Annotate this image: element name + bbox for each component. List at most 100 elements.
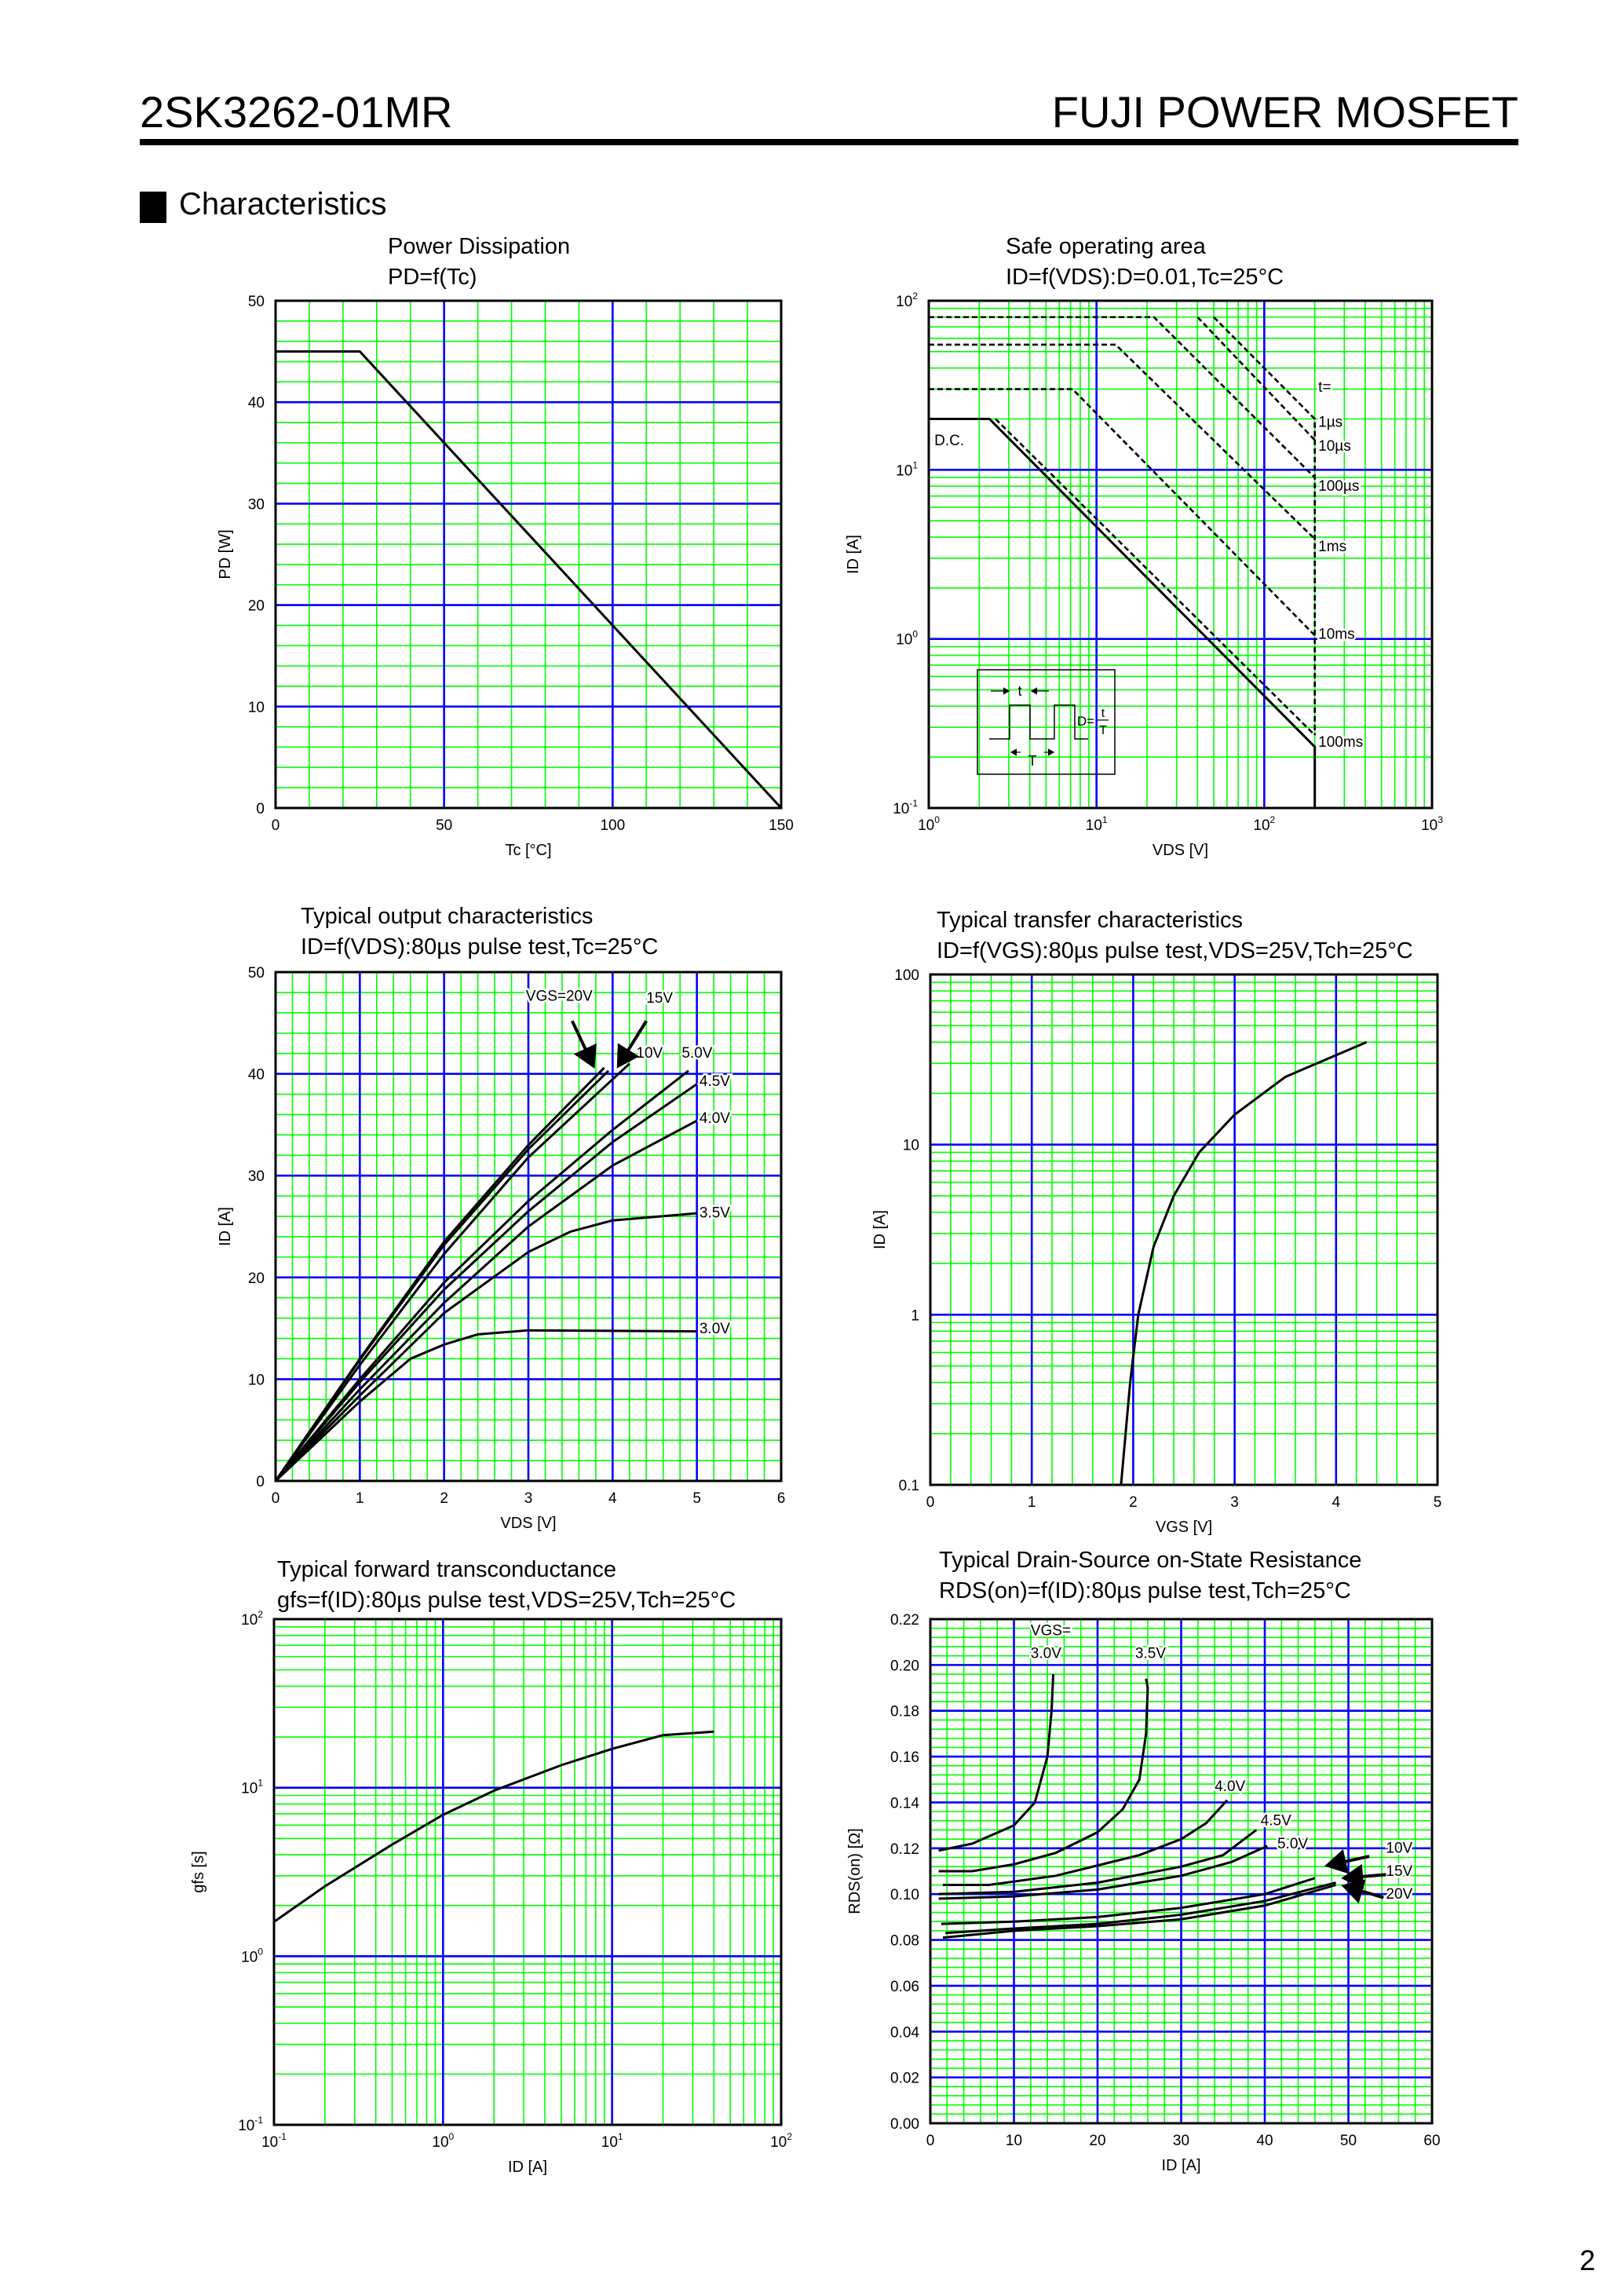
curve-label: 100µs bbox=[1318, 478, 1359, 495]
curve-label: t= bbox=[1318, 379, 1331, 396]
tick-label: 10-1 bbox=[261, 2131, 287, 2151]
x-axis-label: Tc [°C] bbox=[505, 842, 551, 859]
tick-label: 1 bbox=[356, 1490, 364, 1507]
tick-label: 2 bbox=[440, 1490, 448, 1507]
chart-subtitle: ID=f(VDS):80µs pulse test,Tc=25°C bbox=[301, 934, 659, 960]
curve-label: 5.0V bbox=[681, 1045, 712, 1062]
series-line-100ms bbox=[995, 418, 1316, 737]
series-line-15V bbox=[274, 1069, 610, 1482]
plot-frame bbox=[272, 1618, 783, 2126]
tick-label: 40 bbox=[248, 1067, 265, 1084]
series-line bbox=[1120, 1040, 1368, 1486]
chart-subtitle: ID=f(VGS):80µs pulse test,VDS=25V,Tch=25… bbox=[937, 938, 1413, 963]
series-line-5.0V bbox=[274, 1069, 689, 1482]
chart-title: Typical transfer characteristics bbox=[937, 908, 1244, 933]
y-axis-label: ID [A] bbox=[845, 535, 862, 574]
pointer-arrow bbox=[1324, 1848, 1370, 1874]
tick-label: 0.1 bbox=[899, 1478, 919, 1494]
curve-label: 5.0V bbox=[1277, 1836, 1308, 1852]
tick-label: 0 bbox=[272, 817, 280, 834]
chart-4: 0 1 2 3 4 5 0.1 1 10 100 VGS [V] ID [A] bbox=[871, 967, 1441, 1536]
series-line-1ms bbox=[929, 343, 1316, 540]
duty-cycle-inset: tTD=tT bbox=[977, 669, 1116, 775]
curve-label: 10V bbox=[1386, 1841, 1412, 1857]
tick-label: 50 bbox=[436, 817, 452, 834]
tick-label: 100 bbox=[241, 1946, 263, 1965]
series-line-4.5V bbox=[938, 1829, 1258, 1896]
tick-label: 150 bbox=[769, 817, 794, 834]
tick-label: 30 bbox=[1173, 2133, 1189, 2149]
curve-label: 3.0V bbox=[1031, 1646, 1061, 1662]
tick-label: 2 bbox=[1129, 1494, 1138, 1511]
series-line-10ms bbox=[929, 388, 1316, 637]
tick-label: 10-1 bbox=[238, 2115, 263, 2134]
tick-label: 0.14 bbox=[890, 1795, 919, 1812]
tick-label: 10-1 bbox=[893, 798, 918, 817]
tick-label: 102 bbox=[241, 1609, 263, 1629]
plot-frame bbox=[929, 1618, 1434, 2125]
tick-label: 20 bbox=[1089, 2133, 1105, 2149]
series-line-VGS=20V bbox=[274, 1066, 605, 1482]
curve-label: 15V bbox=[646, 990, 673, 1007]
tick-label: 0.04 bbox=[890, 2024, 919, 2041]
series-line-3.0V bbox=[274, 1329, 697, 1483]
series-line-D.C. bbox=[929, 418, 1317, 808]
chart-title-output: Typical output characteristics ID=f(VDS)… bbox=[301, 901, 658, 963]
chart-1: 0 50 100 150 0 10 20 30 40 50 Tc [°C] PD [W] bbox=[217, 294, 794, 859]
curve-label: 10V bbox=[636, 1045, 663, 1062]
curve-label: 15V bbox=[1386, 1863, 1412, 1880]
chart-subtitle: PD=f(Tc) bbox=[388, 265, 477, 290]
series-line-3.5V bbox=[938, 1678, 1149, 1873]
chart-title-rdson: Typical Drain-Source on-State Resistance… bbox=[939, 1545, 1361, 1607]
curve-label: 1ms bbox=[1318, 539, 1346, 555]
inset-label: D= bbox=[1077, 714, 1094, 729]
curve-label: 10µs bbox=[1318, 438, 1351, 455]
chart-subtitle: ID=f(VDS):D=0.01,Tc=25°C bbox=[1006, 265, 1284, 290]
chart-title: Power Dissipation bbox=[388, 234, 571, 259]
curve-label: 4.0V bbox=[700, 1110, 730, 1127]
tick-label: 5 bbox=[692, 1490, 701, 1507]
series-line-4.5V bbox=[274, 1083, 698, 1482]
inset-label: T bbox=[1099, 724, 1107, 737]
x-axis-label: VGS [V] bbox=[1156, 1519, 1212, 1536]
tick-label: 0 bbox=[272, 1490, 280, 1507]
tick-label: 0.00 bbox=[890, 2116, 919, 2133]
tick-label: 4 bbox=[1332, 1494, 1341, 1511]
chart-5: 10-1 100 101 102 10-1 100 101 102 ID [A] gfs [s] bbox=[190, 1609, 792, 2176]
y-axis-label: RDS(on) [Ω] bbox=[846, 1828, 864, 1914]
curve-label: D.C. bbox=[934, 433, 964, 449]
tick-label: 100 bbox=[432, 2131, 454, 2151]
tick-label: 3 bbox=[1230, 1494, 1239, 1511]
y-axis-label: ID [A] bbox=[871, 1210, 889, 1249]
tick-label: 0.22 bbox=[890, 1612, 919, 1629]
curve-label: 4.5V bbox=[700, 1073, 730, 1090]
series-line-5.0V bbox=[938, 1844, 1268, 1900]
chart-title-power-dissipation: Power Dissipation PD=f(Tc) bbox=[388, 232, 570, 293]
curve-label: VGS=20V bbox=[526, 988, 593, 1004]
curve-label: 1µs bbox=[1318, 414, 1343, 430]
chart-title: Safe operating area bbox=[1006, 234, 1206, 259]
tick-label: 101 bbox=[241, 1778, 263, 1797]
pointer-arrow bbox=[1341, 1863, 1386, 1889]
tick-label: 101 bbox=[601, 2131, 623, 2151]
series-line bbox=[276, 350, 783, 810]
tick-label: 10 bbox=[248, 1372, 265, 1388]
curve-label: 100ms bbox=[1318, 734, 1363, 751]
curve-label: 4.0V bbox=[1215, 1779, 1245, 1795]
tick-label: 1 bbox=[911, 1307, 919, 1324]
x-axis-label: VDS [V] bbox=[1153, 842, 1208, 859]
y-axis-label: PD [W] bbox=[217, 529, 234, 579]
tick-label: 0 bbox=[926, 1494, 935, 1511]
tick-label: 30 bbox=[248, 1168, 265, 1185]
chart-title-transconductance: Typical forward transconductance gfs=f(I… bbox=[277, 1555, 736, 1616]
chart-subtitle: RDS(on)=f(ID):80µs pulse test,Tch=25°C bbox=[939, 1578, 1351, 1603]
tick-label: 0.02 bbox=[890, 2071, 919, 2087]
tick-label: 100 bbox=[896, 629, 918, 649]
tick-label: 101 bbox=[1086, 814, 1108, 834]
tick-label: 0 bbox=[926, 2133, 935, 2149]
brand-title: FUJI POWER MOSFET bbox=[1051, 87, 1518, 137]
tick-label: 0.18 bbox=[890, 1704, 919, 1720]
curve-label: 3.0V bbox=[700, 1321, 730, 1337]
pointer-arrow bbox=[616, 1020, 648, 1069]
